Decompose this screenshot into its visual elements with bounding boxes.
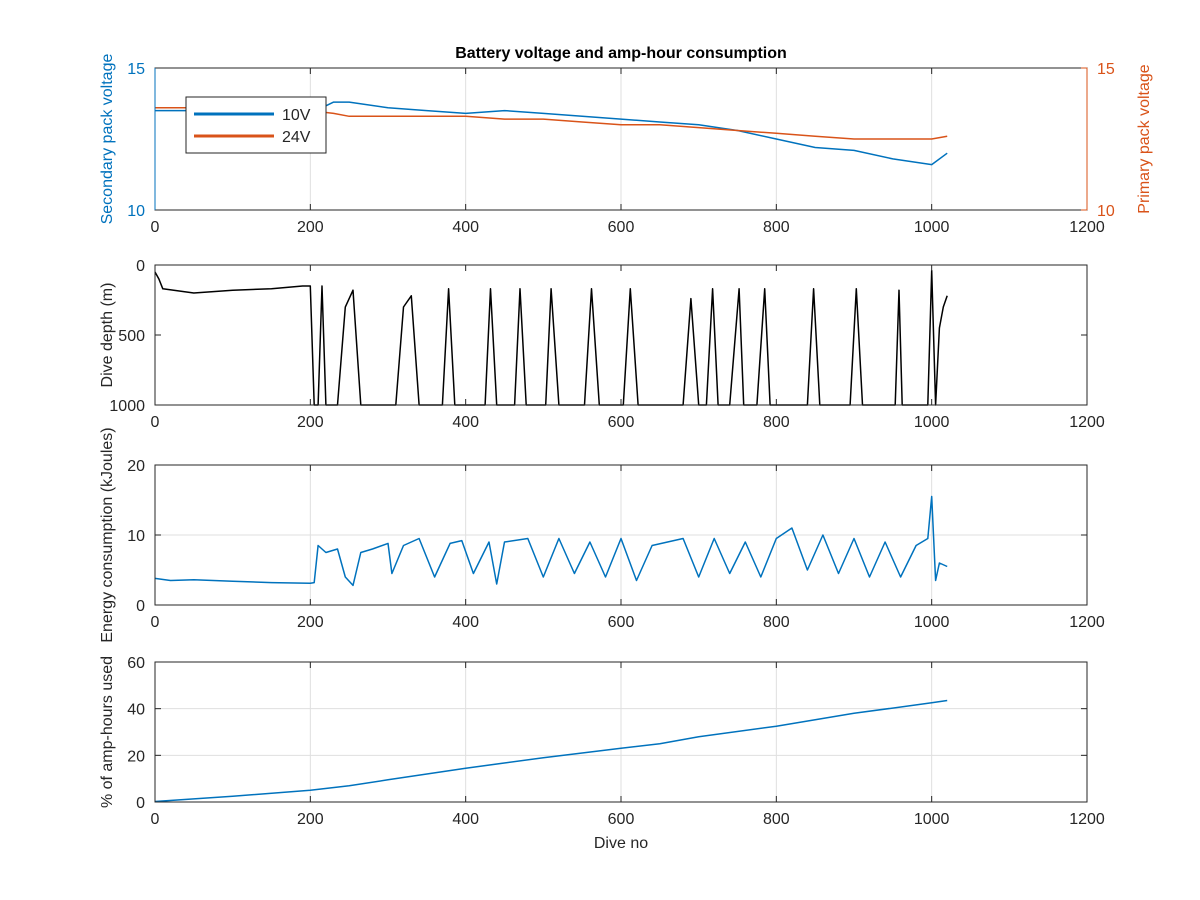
y-right-tick-label: 15 <box>1097 61 1115 78</box>
x-tick-label: 600 <box>608 414 635 431</box>
x-tick-label: 800 <box>763 219 790 236</box>
y-tick-label: 20 <box>127 458 145 475</box>
y-tick-label: 1000 <box>109 398 145 415</box>
x-tick-label: 600 <box>608 219 635 236</box>
x-tick-label: 1000 <box>914 811 950 828</box>
y-tick-label: 60 <box>127 655 145 672</box>
x-tick-label: 0 <box>151 811 160 828</box>
x-tick-label: 400 <box>452 811 479 828</box>
x-tick-label: 400 <box>452 414 479 431</box>
series-line-3-1 <box>154 495 948 587</box>
y-right-axis-label: Primary pack voltage <box>1136 64 1153 213</box>
x-tick-label: 1000 <box>914 614 950 631</box>
x-tick-label: 200 <box>297 219 324 236</box>
x-tick-label: 0 <box>151 614 160 631</box>
y-axis-label: Energy consumption (kJoules) <box>99 427 116 642</box>
x-tick-label: 1000 <box>914 414 950 431</box>
x-tick-label: 800 <box>763 811 790 828</box>
x-tick-label: 1200 <box>1069 219 1105 236</box>
x-tick-label: 200 <box>297 614 324 631</box>
chart-title: Battery voltage and amp-hour consumption <box>455 45 787 62</box>
x-tick-label: 800 <box>763 414 790 431</box>
chart-panel-3: 0 200 400 600 800 1000 1200 0 10 20 Energy consump… <box>99 427 1105 642</box>
x-tick-label: 1200 <box>1069 811 1105 828</box>
y-tick-label: 0 <box>136 258 145 275</box>
x-tick-label: 600 <box>608 614 635 631</box>
x-axis-label: Dive no <box>594 835 648 852</box>
y-tick-label: 40 <box>127 702 145 719</box>
y-tick-label: 500 <box>118 328 145 345</box>
y-axis-label: % of amp-hours used <box>99 656 116 808</box>
chart-panel-2: 0 200 400 600 800 1000 1200 0 500 1000 Dive depth … <box>99 258 1105 431</box>
x-tick-label: 0 <box>151 414 160 431</box>
y-axis-label: Secondary pack voltage <box>99 54 116 225</box>
y-axis-label: Dive depth (m) <box>99 283 116 388</box>
x-tick-label: 400 <box>452 614 479 631</box>
y-tick-label: 20 <box>127 748 145 765</box>
y-tick-label: 0 <box>136 795 145 812</box>
y-tick-label: 15 <box>127 61 145 78</box>
x-tick-label: 0 <box>151 219 160 236</box>
y-tick-label: 10 <box>127 203 145 220</box>
y-tick-label: 0 <box>136 598 145 615</box>
x-tick-label: 1200 <box>1069 614 1105 631</box>
x-tick-label: 1200 <box>1069 414 1105 431</box>
series-line-4-1 <box>154 699 948 803</box>
legend-entry: 24V <box>282 129 311 146</box>
x-tick-label: 200 <box>297 811 324 828</box>
x-tick-label: 400 <box>452 219 479 236</box>
y-right-tick-label: 10 <box>1097 203 1115 220</box>
legend-entry: 10V <box>282 107 311 124</box>
x-tick-label: 1000 <box>914 219 950 236</box>
y-tick-label: 10 <box>127 528 145 545</box>
x-tick-label: 200 <box>297 414 324 431</box>
legend-box <box>185 96 327 154</box>
x-tick-label: 800 <box>763 614 790 631</box>
chart-panel-4: 0 200 400 600 800 1000 1200 0 20 40 60 % of amp-hou… <box>99 655 1105 852</box>
x-tick-label: 600 <box>608 811 635 828</box>
